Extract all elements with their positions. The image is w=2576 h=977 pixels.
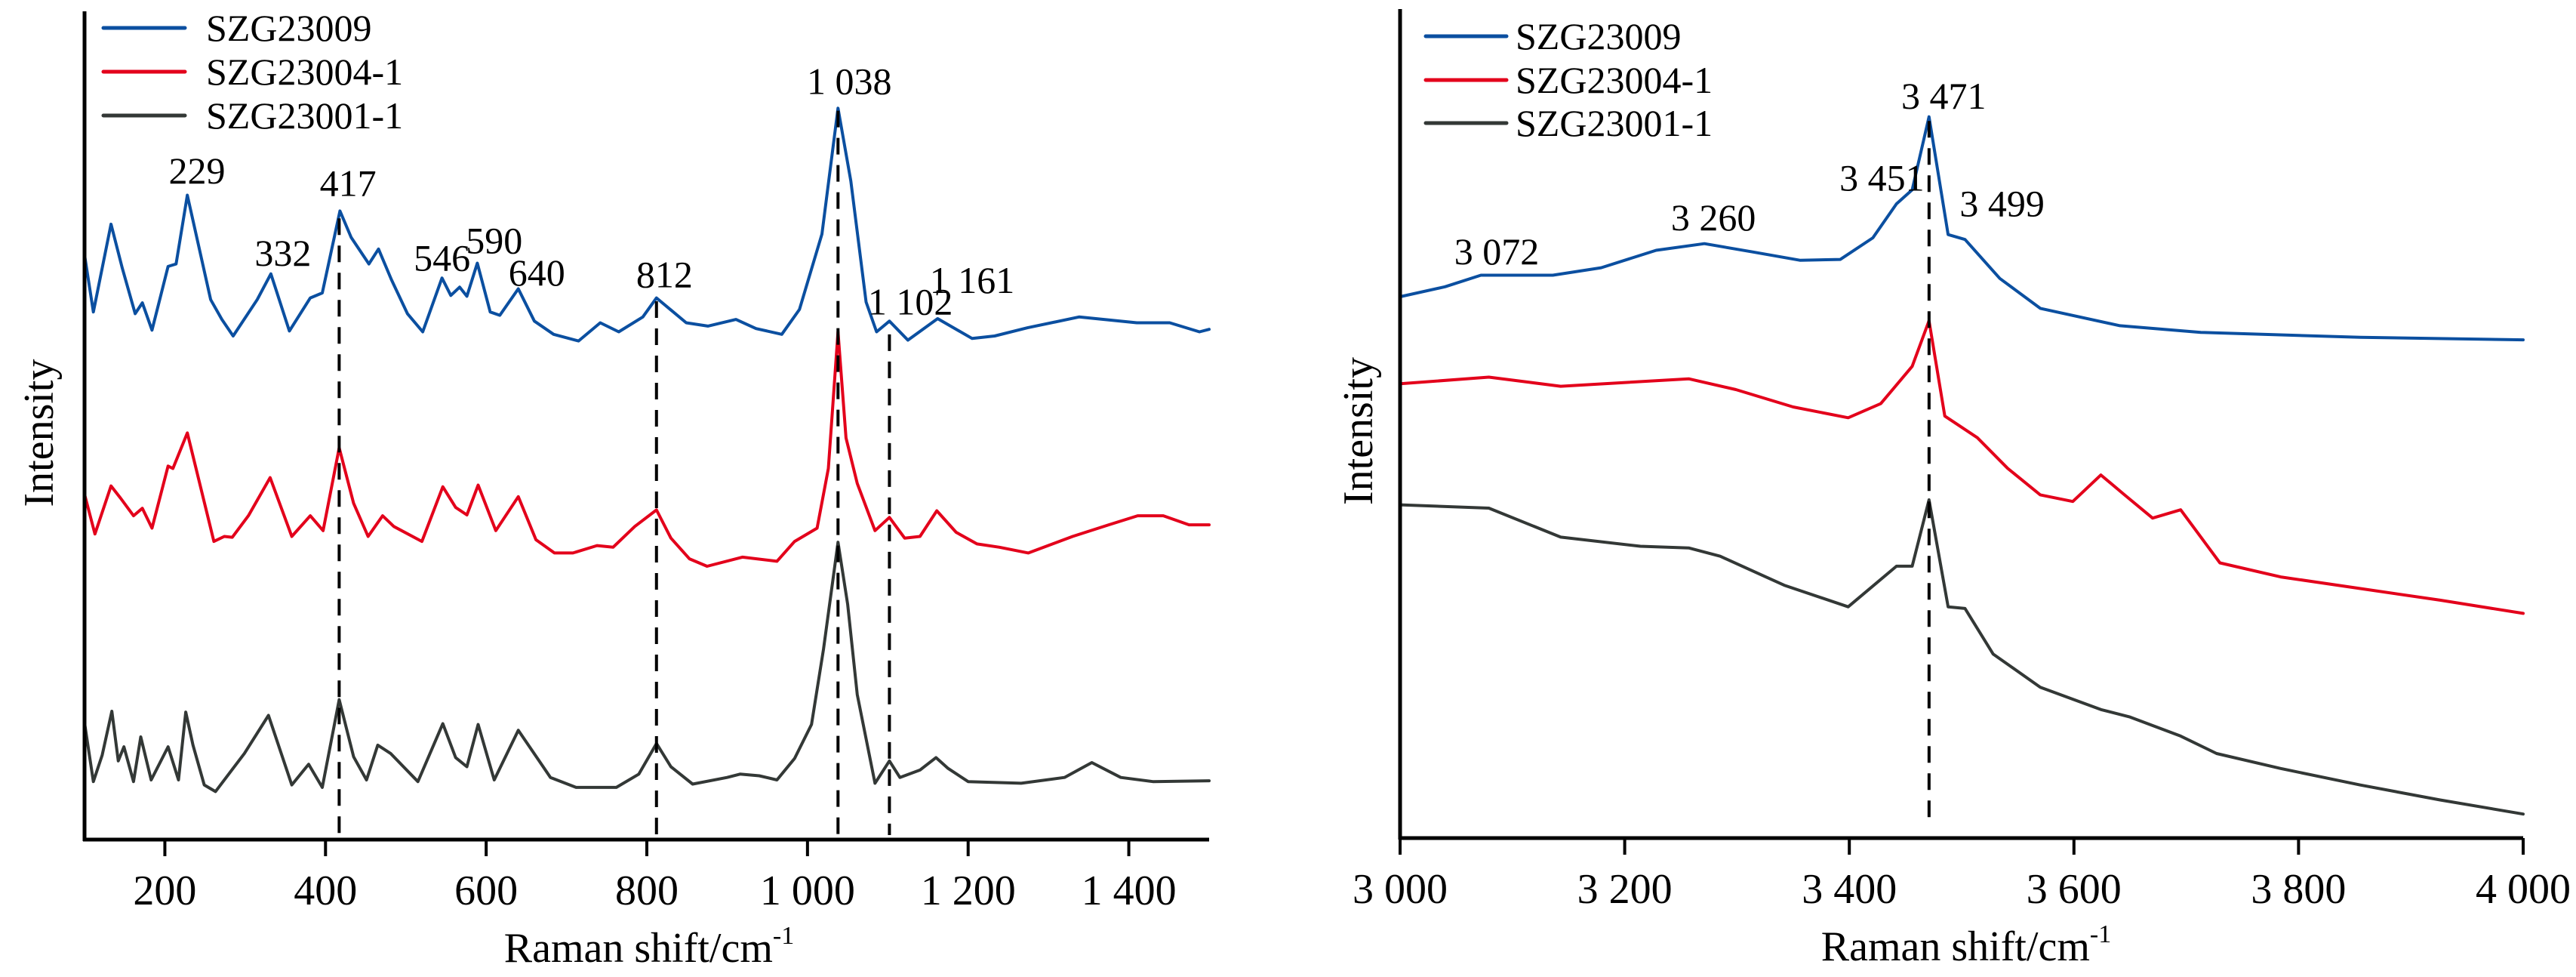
peak-label: 3 451	[1839, 156, 1925, 199]
series-SZG23004-1	[83, 330, 1211, 568]
legend-label: SZG23009	[1516, 15, 1681, 57]
peak-label: 3 260	[1671, 196, 1756, 239]
x-tick-label: 400	[294, 868, 357, 914]
reference-lines	[337, 110, 891, 835]
peak-label: 332	[254, 232, 311, 274]
legend-label: SZG23001-1	[1516, 102, 1713, 144]
peak-label: 1 102	[868, 281, 953, 323]
series-layer	[1399, 115, 2525, 816]
peak-label: 590	[466, 219, 522, 261]
x-axis-title-text: Raman shift/cm	[1821, 923, 2090, 970]
series-SZG23009	[83, 106, 1211, 343]
peak-labels: 3 072 3 260 3 451 3 471 3 499	[1454, 75, 2045, 273]
peak-label: 3 471	[1901, 75, 1987, 117]
x-tick-label: 600	[454, 868, 518, 914]
x-tick-label: 200	[133, 868, 196, 914]
peak-label: 3 072	[1454, 230, 1540, 273]
x-tick-label: 3 400	[1802, 866, 1897, 913]
peak-label: 640	[509, 251, 565, 294]
peak-label: 1 161	[930, 259, 1015, 301]
series-SZG23001-1	[1399, 498, 2525, 816]
series-SZG23009	[1399, 115, 2525, 342]
x-axis-title-superscript: -1	[2090, 920, 2111, 948]
series-layer	[83, 106, 1211, 794]
y-axis-title: Intensity	[16, 359, 63, 507]
peak-label: 417	[320, 162, 377, 205]
x-tick-label: 3 000	[1353, 866, 1448, 913]
x-tick-label: 3 200	[1577, 866, 1673, 913]
x-ticks: 3 000 3 200 3 400 3 600 3 800 4 000	[1353, 838, 2571, 913]
peak-label: 1 038	[807, 60, 892, 103]
legend-label: SZG23001-1	[206, 94, 403, 137]
x-ticks: 200 400 600 800 1 000 1 200 1 400	[133, 840, 1177, 914]
legend-label: SZG23004-1	[206, 51, 403, 93]
series-SZG23004-1	[1399, 319, 2525, 615]
x-axis-title-text: Raman shift/cm	[504, 925, 773, 972]
peak-label: 229	[169, 149, 226, 192]
y-axis-title: Intensity	[1335, 357, 1382, 505]
x-tick-label: 1 000	[760, 868, 855, 914]
x-axis-title: Raman shift/cm-1	[504, 922, 794, 972]
x-axis-title: Raman shift/cm-1	[1821, 920, 2111, 970]
x-tick-label: 800	[615, 868, 679, 914]
x-tick-label: 3 600	[2027, 866, 2122, 913]
peak-label: 546	[414, 236, 470, 279]
x-tick-label: 1 200	[921, 868, 1016, 914]
right-panel-high-wavenumber: 3 072 3 260 3 451 3 471 3 499 3 000 3 200 3 40…	[1335, 9, 2571, 970]
peak-label: 812	[636, 253, 693, 295]
legend-label: SZG23004-1	[1516, 59, 1713, 101]
legend-label: SZG23009	[206, 7, 371, 49]
peak-label: 3 499	[1959, 183, 2045, 225]
x-axis-title-superscript: -1	[773, 922, 794, 950]
x-tick-label: 3 800	[2251, 866, 2346, 913]
series-SZG23001-1	[83, 541, 1211, 794]
x-tick-label: 1 400	[1082, 868, 1177, 914]
x-tick-label: 4 000	[2476, 866, 2571, 913]
